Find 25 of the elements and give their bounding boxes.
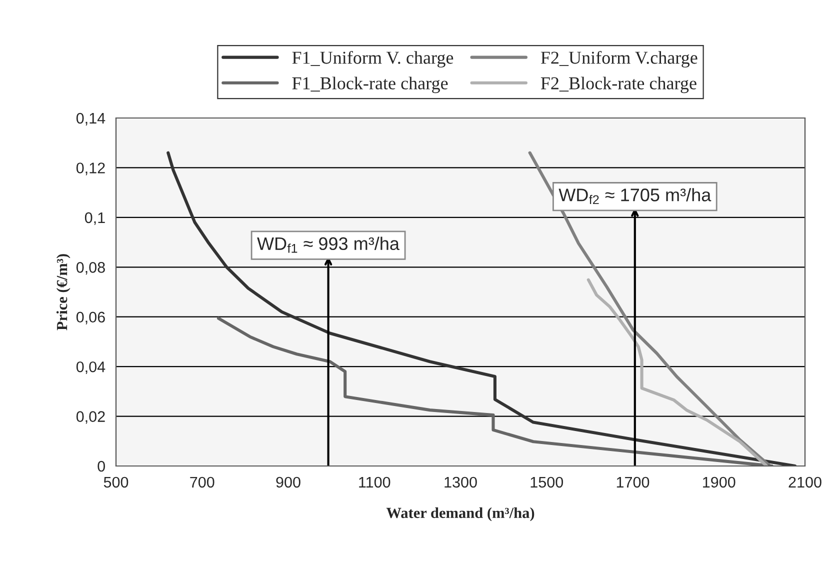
x-tick-label: 1700 (616, 476, 650, 488)
y-tick-label: 0 (98, 460, 105, 472)
y-tick-label: 0,06 (76, 312, 105, 324)
x-tick-label: 500 (104, 476, 128, 488)
legend-label: F1_Block-rate charge (292, 76, 448, 94)
x-tick-label: 1500 (530, 476, 564, 488)
y-tick-label: 0,1 (84, 212, 105, 225)
x-tick-label: 2100 (788, 476, 822, 488)
x-axis-title: Water demand (m³/ha) (386, 507, 534, 522)
y-tick-label: 0,14 (76, 112, 106, 126)
y-tick-label: 0,04 (76, 361, 106, 374)
x-tick-label: 1100 (359, 476, 390, 488)
x-tick-label: 700 (190, 476, 214, 488)
legend-label: F2_Block-rate charge (540, 76, 696, 94)
y-tick-label: 0,12 (76, 162, 105, 176)
y-tick-label: 0,08 (76, 262, 105, 275)
y-axis-title: Price (€/m³) (56, 254, 70, 330)
x-tick-label: 900 (276, 476, 300, 488)
x-tick-label: 1300 (444, 476, 477, 488)
y-tick-label: 0,02 (76, 411, 105, 424)
ref-line-label: WD$_{f2}$ ≈ 1705 m³/ha (558, 188, 712, 204)
legend-label: F2_Uniform V.charge (540, 50, 698, 68)
legend-label: F1_Uniform V. charge (292, 50, 454, 68)
x-tick-label: 1900 (703, 476, 736, 488)
ref-line-label: WD$_{f1}$ ≈ 993 m³/ha (257, 236, 400, 253)
